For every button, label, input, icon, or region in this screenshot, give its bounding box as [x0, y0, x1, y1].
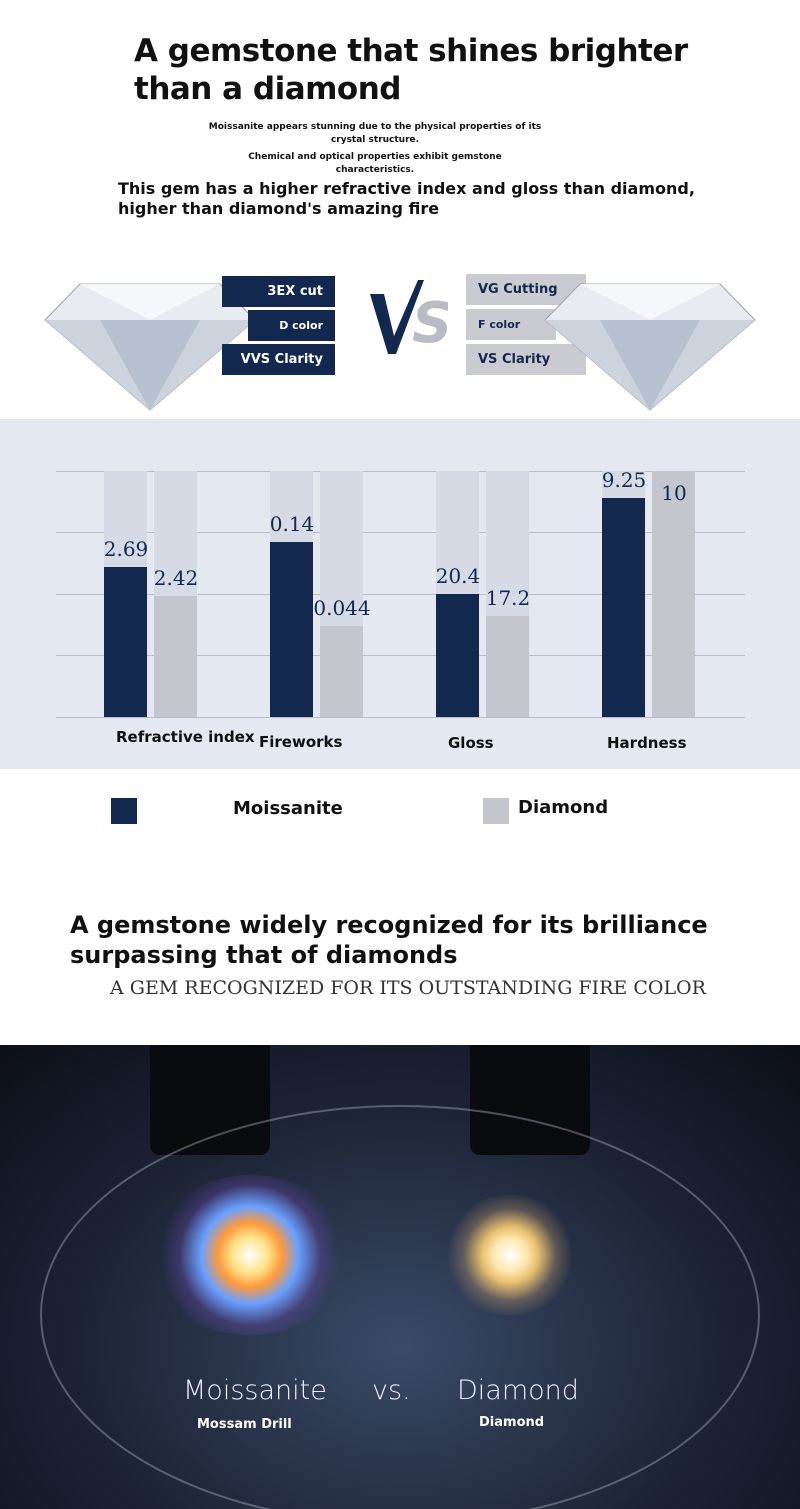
bar-diamond [486, 616, 529, 717]
data-label: 2.42 [153, 566, 199, 591]
bar-diamond [320, 625, 363, 717]
diamond-fire-burst [440, 1195, 580, 1315]
bar-moissanite [436, 594, 479, 717]
glass-plate [40, 1105, 760, 1509]
photo-sub-diamond: Diamond [479, 1415, 545, 1430]
photo-sub-moissanite: Mossam Drill [197, 1417, 292, 1432]
legend-swatch-moissanite [111, 798, 137, 824]
photo-label-vs: vs. [372, 1375, 411, 1406]
subtitle-2: Chemical and optical properties exhibit … [248, 152, 502, 175]
vs-logo: S [370, 280, 448, 356]
gridline [56, 655, 745, 656]
photo-label-diamond: Diamond [457, 1375, 579, 1406]
category-label: Fireworks [259, 733, 343, 751]
gridline [56, 471, 745, 472]
moissanite-fire-burst [150, 1175, 350, 1335]
page-title: A gemstone that shines brighter than a d… [134, 33, 688, 107]
gridline [56, 532, 745, 533]
gridline [56, 717, 745, 718]
legend-swatch-diamond [483, 798, 509, 824]
tag-color-left: D color [248, 310, 335, 341]
data-label: 0.14 [269, 512, 315, 537]
lead-text: This gem has a higher refractive index a… [118, 179, 695, 218]
fire-comparison-photo: Moissanite vs. Diamond Mossam Drill Diam… [0, 1045, 800, 1509]
data-label: 2.69 [103, 536, 149, 561]
legend-label-diamond: Diamond [518, 797, 609, 818]
subtitle-1: Moissanite appears stunning due to the p… [208, 122, 542, 145]
bar-diamond [154, 596, 197, 717]
bar-moissanite [270, 542, 313, 717]
tag-cut-left: 3EX cut [222, 276, 335, 307]
tag-color-right: F color [466, 309, 556, 340]
bar-moissanite [602, 498, 645, 717]
section-title: A gemstone widely recognized for its bri… [70, 911, 708, 969]
data-label: 17.2 [485, 586, 531, 611]
diamond-gem-image [544, 283, 756, 411]
category-label: Hardness [607, 734, 687, 752]
moissanite-gem-image [44, 283, 256, 411]
category-label: Gloss [448, 734, 494, 752]
bar-diamond [652, 471, 695, 717]
bar-moissanite [104, 566, 147, 717]
category-label: Refractive index [116, 728, 255, 746]
tag-clarity-left: VVS Clarity [222, 344, 335, 375]
photo-label-moissanite: Moissanite [183, 1375, 327, 1406]
gridline [56, 594, 745, 595]
legend-label-moissanite: Moissanite [233, 798, 343, 819]
data-label: 9.25 [601, 468, 647, 493]
section-subtitle: A GEM RECOGNIZED FOR ITS OUTSTANDING FIR… [110, 977, 706, 999]
data-label: 0.044 [313, 595, 371, 620]
data-label: 10 [661, 481, 687, 505]
data-label: 20.4 [435, 564, 481, 588]
svg-text:S: S [412, 291, 448, 356]
tag-clarity-right: VS Clarity [466, 344, 586, 375]
